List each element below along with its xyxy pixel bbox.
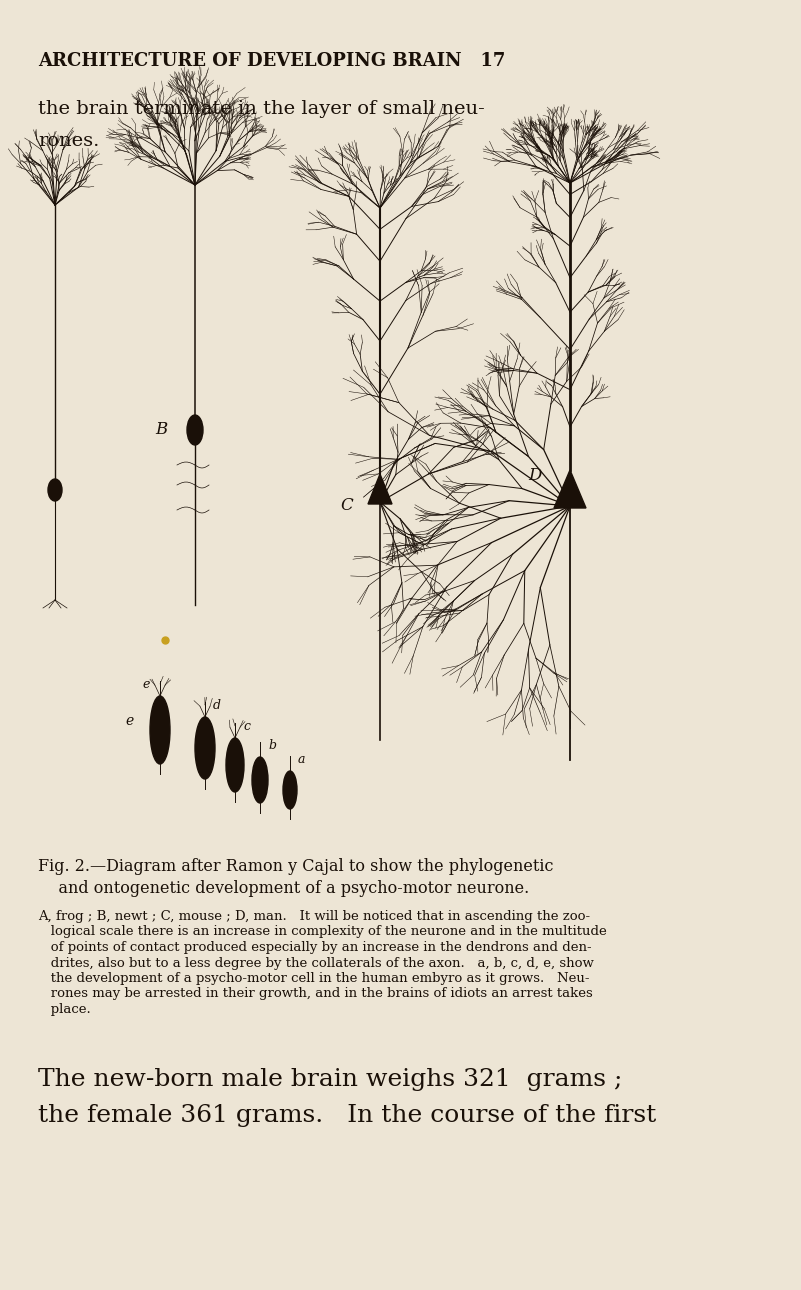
Text: and ontogenetic development of a psycho-motor neurone.: and ontogenetic development of a psycho-…: [38, 880, 529, 897]
Text: of points of contact produced especially by an increase in the dendrons and den-: of points of contact produced especially…: [38, 940, 592, 955]
Text: rones may be arrested in their growth, and in the brains of idiots an arrest tak: rones may be arrested in their growth, a…: [38, 988, 593, 1001]
Ellipse shape: [150, 697, 170, 764]
Ellipse shape: [48, 479, 62, 501]
Text: b: b: [268, 739, 276, 752]
Text: e: e: [125, 713, 133, 728]
Ellipse shape: [226, 738, 244, 792]
Polygon shape: [368, 473, 392, 504]
Text: drites, also but to a less degree by the collaterals of the axon.   a, b, c, d, : drites, also but to a less degree by the…: [38, 956, 594, 970]
Text: the brain terminate in the layer of small neu-: the brain terminate in the layer of smal…: [38, 101, 485, 117]
Text: Fig. 2.—Diagram after Ramon y Cajal to show the phylogenetic: Fig. 2.—Diagram after Ramon y Cajal to s…: [38, 858, 553, 875]
Text: d: d: [213, 699, 221, 712]
Text: a: a: [298, 753, 305, 766]
Text: B: B: [155, 422, 167, 439]
Ellipse shape: [252, 757, 268, 802]
Text: C: C: [340, 497, 352, 513]
Text: A, frog ; B, newt ; C, mouse ; D, man.   It will be noticed that in ascending th: A, frog ; B, newt ; C, mouse ; D, man. I…: [38, 909, 590, 924]
Text: ARCHITECTURE OF DEVELOPING BRAIN   17: ARCHITECTURE OF DEVELOPING BRAIN 17: [38, 52, 505, 70]
Text: logical scale there is an increase in complexity of the neurone and in the multi: logical scale there is an increase in co…: [38, 925, 606, 939]
Ellipse shape: [283, 771, 297, 809]
Text: the development of a psycho-motor cell in the human embyro as it grows.   Neu-: the development of a psycho-motor cell i…: [38, 971, 590, 986]
Text: e: e: [142, 679, 149, 691]
Text: the female 361 grams.   In the course of the first: the female 361 grams. In the course of t…: [38, 1104, 656, 1127]
Ellipse shape: [187, 415, 203, 445]
Polygon shape: [554, 470, 586, 508]
Text: D: D: [528, 467, 541, 484]
Text: rones.: rones.: [38, 132, 99, 150]
Ellipse shape: [195, 717, 215, 779]
Text: place.: place.: [38, 1004, 91, 1017]
Text: c: c: [243, 720, 250, 733]
Text: The new-born male brain weighs 321  grams ;: The new-born male brain weighs 321 grams…: [38, 1068, 622, 1091]
